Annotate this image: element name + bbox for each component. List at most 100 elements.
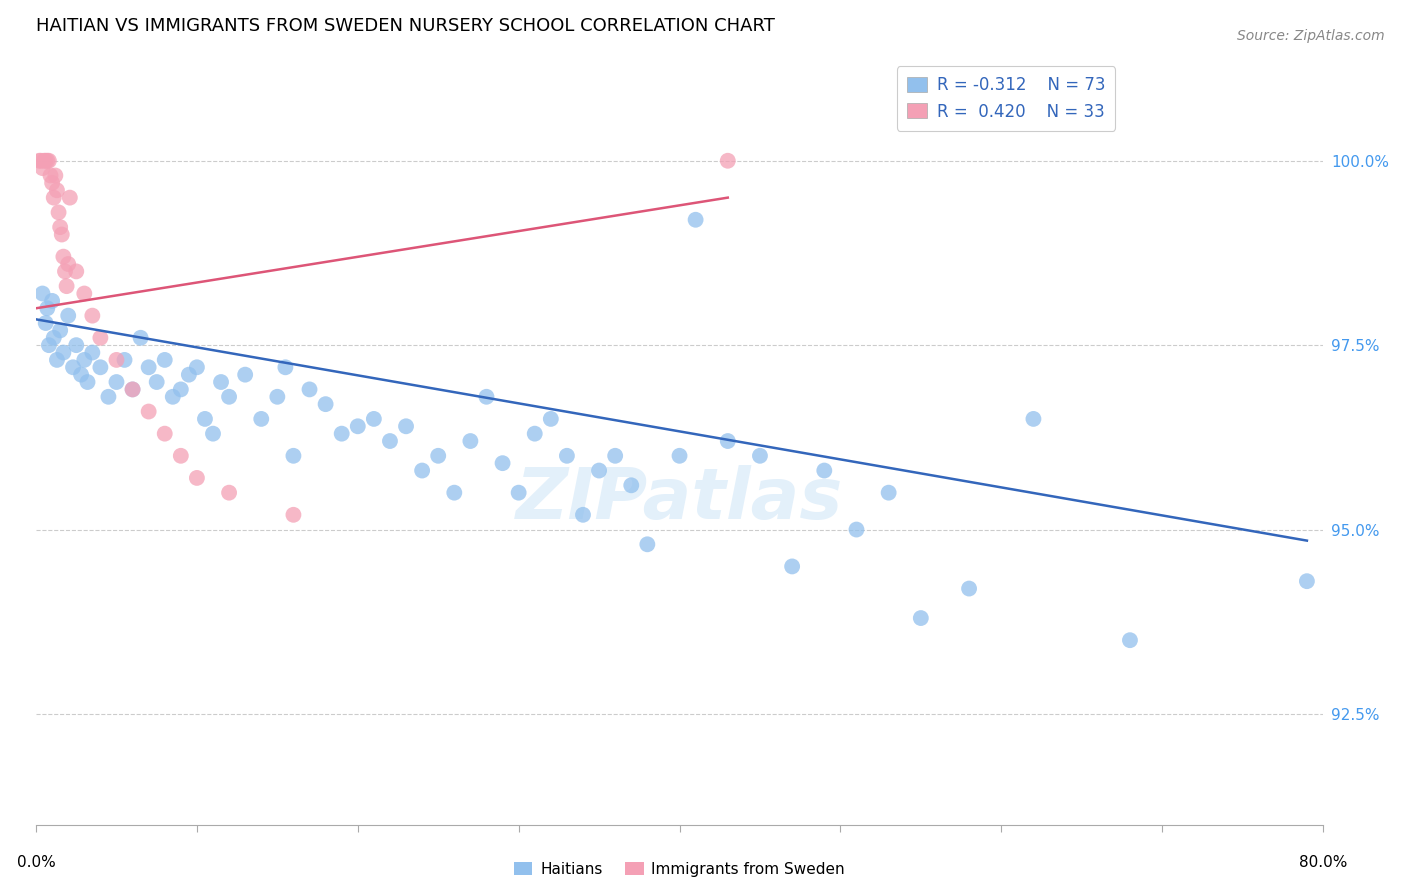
Point xyxy=(685,212,707,227)
Point xyxy=(315,397,337,411)
Point xyxy=(49,220,72,235)
Text: ZIPatlas: ZIPatlas xyxy=(516,465,844,533)
Point xyxy=(65,264,87,278)
Point xyxy=(48,205,70,219)
Text: HAITIAN VS IMMIGRANTS FROM SWEDEN NURSERY SCHOOL CORRELATION CHART: HAITIAN VS IMMIGRANTS FROM SWEDEN NURSER… xyxy=(37,17,775,35)
Point xyxy=(44,169,66,183)
Point xyxy=(58,309,80,323)
Point xyxy=(97,390,120,404)
Point xyxy=(34,153,56,168)
Point xyxy=(82,309,104,323)
Point xyxy=(460,434,482,448)
Point xyxy=(283,449,305,463)
Point xyxy=(42,331,65,345)
Point xyxy=(378,434,401,448)
Point xyxy=(105,375,128,389)
Point xyxy=(540,412,562,426)
Point xyxy=(363,412,385,426)
Point xyxy=(46,352,69,367)
Point xyxy=(73,286,96,301)
Text: 0.0%: 0.0% xyxy=(17,855,55,871)
Point xyxy=(508,485,530,500)
Point xyxy=(170,449,193,463)
Point xyxy=(717,434,740,448)
Point xyxy=(38,153,60,168)
Point xyxy=(52,250,75,264)
Point xyxy=(138,404,160,418)
Point xyxy=(605,449,627,463)
Point xyxy=(274,360,297,375)
Point xyxy=(233,368,256,382)
Point xyxy=(266,390,288,404)
Point xyxy=(114,352,136,367)
Point xyxy=(51,227,73,242)
Point xyxy=(73,352,96,367)
Point xyxy=(209,375,232,389)
Point xyxy=(346,419,368,434)
Point xyxy=(298,383,321,397)
Point xyxy=(121,383,143,397)
Point xyxy=(1119,633,1142,648)
Point xyxy=(38,338,60,352)
Point xyxy=(443,485,465,500)
Point xyxy=(82,345,104,359)
Point xyxy=(475,390,498,404)
Point xyxy=(877,485,900,500)
Point xyxy=(105,352,128,367)
Point xyxy=(59,191,82,205)
Point xyxy=(395,419,418,434)
Point xyxy=(42,191,65,205)
Point xyxy=(218,485,240,500)
Point xyxy=(70,368,93,382)
Point xyxy=(28,153,51,168)
Point xyxy=(620,478,643,492)
Point xyxy=(555,449,578,463)
Point xyxy=(138,360,160,375)
Legend: Haitians, Immigrants from Sweden: Haitians, Immigrants from Sweden xyxy=(508,855,851,883)
Point xyxy=(1296,574,1319,589)
Point xyxy=(32,153,55,168)
Point xyxy=(162,390,184,404)
Point xyxy=(201,426,224,441)
Text: 80.0%: 80.0% xyxy=(1299,855,1347,871)
Point xyxy=(55,279,77,293)
Point xyxy=(37,301,59,316)
Point xyxy=(53,264,76,278)
Point xyxy=(52,345,75,359)
Point xyxy=(65,338,87,352)
Point xyxy=(186,360,208,375)
Point xyxy=(62,360,84,375)
Point xyxy=(76,375,98,389)
Point xyxy=(31,286,53,301)
Point xyxy=(910,611,932,625)
Point xyxy=(668,449,690,463)
Point xyxy=(153,352,176,367)
Point xyxy=(37,153,59,168)
Point xyxy=(491,456,513,470)
Point xyxy=(636,537,658,551)
Text: Source: ZipAtlas.com: Source: ZipAtlas.com xyxy=(1237,29,1385,43)
Point xyxy=(780,559,803,574)
Point xyxy=(145,375,167,389)
Point xyxy=(411,464,433,478)
Point xyxy=(46,183,69,197)
Point xyxy=(957,582,980,596)
Point xyxy=(89,331,111,345)
Point xyxy=(186,471,208,485)
Point xyxy=(250,412,273,426)
Point xyxy=(427,449,450,463)
Point xyxy=(41,176,63,190)
Point xyxy=(89,360,111,375)
Point xyxy=(523,426,546,441)
Point xyxy=(813,464,835,478)
Point xyxy=(39,169,62,183)
Point xyxy=(129,331,152,345)
Point xyxy=(717,153,740,168)
Point xyxy=(170,383,193,397)
Point xyxy=(121,383,143,397)
Point xyxy=(153,426,176,441)
Point xyxy=(588,464,610,478)
Point xyxy=(218,390,240,404)
Point xyxy=(49,323,72,337)
Point xyxy=(845,523,868,537)
